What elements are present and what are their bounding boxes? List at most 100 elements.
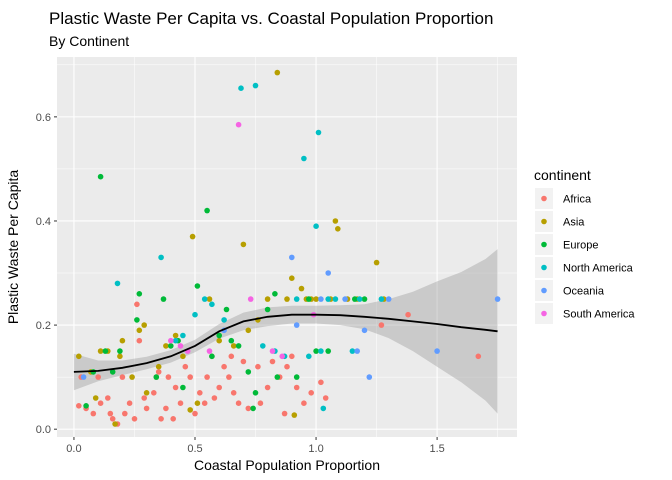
point-africa [221, 363, 227, 370]
scatter-points [76, 69, 501, 427]
legend-marker-north-america [541, 264, 547, 271]
point-europe [209, 353, 215, 360]
point-africa [158, 416, 164, 422]
point-europe [313, 348, 319, 354]
point-north-america [260, 343, 266, 349]
point-asia [284, 296, 290, 302]
point-oceania [80, 374, 87, 380]
legend-label-oceania: Oceania [563, 286, 605, 298]
point-north-america [114, 280, 121, 287]
point-europe [274, 374, 281, 380]
point-africa [105, 395, 111, 401]
point-asia [143, 390, 150, 396]
point-asia [264, 296, 271, 302]
point-europe [325, 348, 332, 354]
point-north-america [356, 296, 363, 302]
point-oceania [434, 348, 440, 354]
point-africa [136, 337, 143, 344]
ci-band-area [73, 249, 498, 414]
point-africa [322, 395, 329, 401]
point-oceania [318, 296, 324, 302]
legend-marker-europe [541, 241, 547, 248]
point-asia [206, 296, 213, 302]
point-oceania [293, 322, 300, 328]
x-tick-label: 1.5 [429, 443, 444, 455]
point-north-america [238, 85, 244, 91]
legend: continent Africa Asia Europe North America O… [534, 167, 635, 324]
point-europe [168, 343, 174, 349]
point-africa [143, 405, 150, 412]
point-africa [257, 400, 264, 407]
point-asia [335, 226, 341, 232]
point-europe [180, 384, 186, 391]
chart-title: Plastic Waste Per Capita vs. Coastal Pop… [49, 9, 493, 28]
point-asia [291, 412, 298, 418]
point-africa [151, 390, 157, 396]
legend-marker-asia [541, 218, 547, 225]
point-asia [163, 343, 169, 349]
point-africa [172, 384, 179, 391]
point-africa [378, 322, 385, 328]
legend-marker-africa [541, 195, 547, 202]
point-europe [252, 390, 259, 396]
point-africa [301, 400, 307, 407]
legend-label-north-america: North America [563, 263, 634, 275]
point-north-america [192, 311, 198, 318]
point-oceania [342, 296, 348, 302]
point-south-america [206, 348, 213, 354]
point-north-america [318, 348, 324, 354]
point-europe [250, 405, 256, 412]
x-tick-label: 0.0 [66, 443, 81, 455]
point-south-america [269, 348, 276, 354]
point-north-america [315, 129, 322, 136]
point-africa [204, 374, 210, 380]
point-europe [352, 296, 358, 302]
point-north-america [158, 254, 164, 261]
point-africa [475, 353, 482, 360]
point-asia [97, 348, 104, 354]
point-africa [284, 363, 290, 370]
point-africa [293, 384, 300, 391]
smooth-ci-band [73, 249, 498, 414]
point-south-america [168, 337, 174, 344]
point-asia [245, 327, 252, 334]
point-asia [274, 69, 281, 76]
point-europe [272, 291, 278, 297]
point-africa [281, 410, 288, 417]
point-africa [192, 410, 198, 417]
legend-label-europe: Europe [563, 240, 598, 252]
point-asia [216, 337, 222, 344]
point-africa [264, 384, 271, 391]
point-africa [228, 353, 235, 360]
point-africa [245, 405, 252, 412]
point-africa [216, 384, 222, 391]
smooth-line [73, 313, 498, 373]
point-africa [289, 353, 295, 360]
point-africa [230, 390, 237, 396]
point-africa [141, 395, 147, 401]
smooth-line-path [73, 313, 498, 373]
point-south-america [177, 343, 184, 349]
point-africa [226, 374, 232, 380]
point-europe [223, 306, 230, 313]
legend-label-asia: Asia [563, 217, 585, 229]
point-europe [117, 348, 123, 354]
point-oceania [325, 270, 332, 276]
point-north-america [201, 296, 208, 302]
point-africa [97, 400, 104, 407]
legend-marker-oceania [541, 287, 547, 294]
x-axis-title: Coastal Population Proportion [194, 457, 380, 473]
point-africa [107, 410, 114, 417]
point-asia [289, 275, 295, 282]
plot-panel [57, 57, 517, 437]
point-south-america [235, 121, 242, 128]
point-north-america [320, 405, 327, 412]
point-north-america [252, 82, 259, 89]
legend-label-africa: Africa [563, 194, 592, 206]
point-africa [211, 395, 218, 401]
point-asia [180, 353, 186, 360]
point-europe [134, 317, 140, 323]
point-europe [245, 369, 252, 375]
point-africa [134, 301, 140, 308]
